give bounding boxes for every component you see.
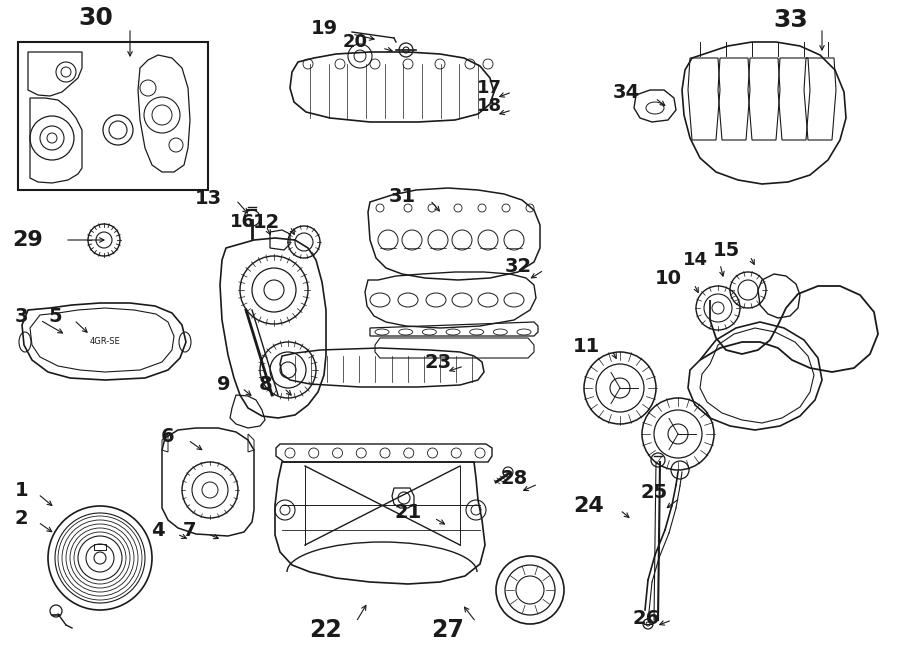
Text: 5: 5: [49, 307, 62, 325]
Text: 18: 18: [477, 97, 502, 115]
Text: 30: 30: [78, 6, 113, 30]
Bar: [18, 42, 208, 190]
Text: 25: 25: [641, 483, 668, 502]
Text: 31: 31: [389, 186, 416, 206]
Text: 14: 14: [683, 251, 708, 269]
Text: 17: 17: [477, 79, 502, 97]
Text: 28: 28: [500, 469, 528, 488]
Text: 7: 7: [183, 520, 196, 539]
Text: 6: 6: [160, 426, 174, 446]
Text: 16: 16: [230, 213, 255, 231]
Text: 9: 9: [217, 375, 230, 393]
Text: 1: 1: [14, 481, 28, 500]
Text: 34: 34: [613, 83, 640, 102]
Text: 11: 11: [572, 336, 600, 356]
Text: 21: 21: [395, 502, 422, 522]
Text: 8: 8: [258, 375, 272, 393]
Text: 3: 3: [14, 307, 28, 325]
Text: 27: 27: [431, 618, 464, 642]
Text: 15: 15: [713, 241, 740, 260]
Text: 32: 32: [505, 256, 532, 276]
Text: 23: 23: [425, 352, 452, 371]
Text: 20: 20: [343, 33, 368, 51]
Text: 22: 22: [310, 618, 342, 642]
Text: 2: 2: [14, 508, 28, 527]
Text: 12: 12: [253, 212, 280, 231]
Text: 26: 26: [633, 609, 660, 627]
Text: 13: 13: [195, 188, 222, 208]
Text: 4GR-SE: 4GR-SE: [90, 338, 121, 346]
Text: 4: 4: [151, 520, 165, 539]
Text: 33: 33: [773, 8, 808, 32]
Text: 24: 24: [573, 496, 604, 516]
Text: 10: 10: [655, 268, 682, 288]
Text: 29: 29: [13, 230, 43, 250]
Text: 19: 19: [310, 19, 338, 38]
